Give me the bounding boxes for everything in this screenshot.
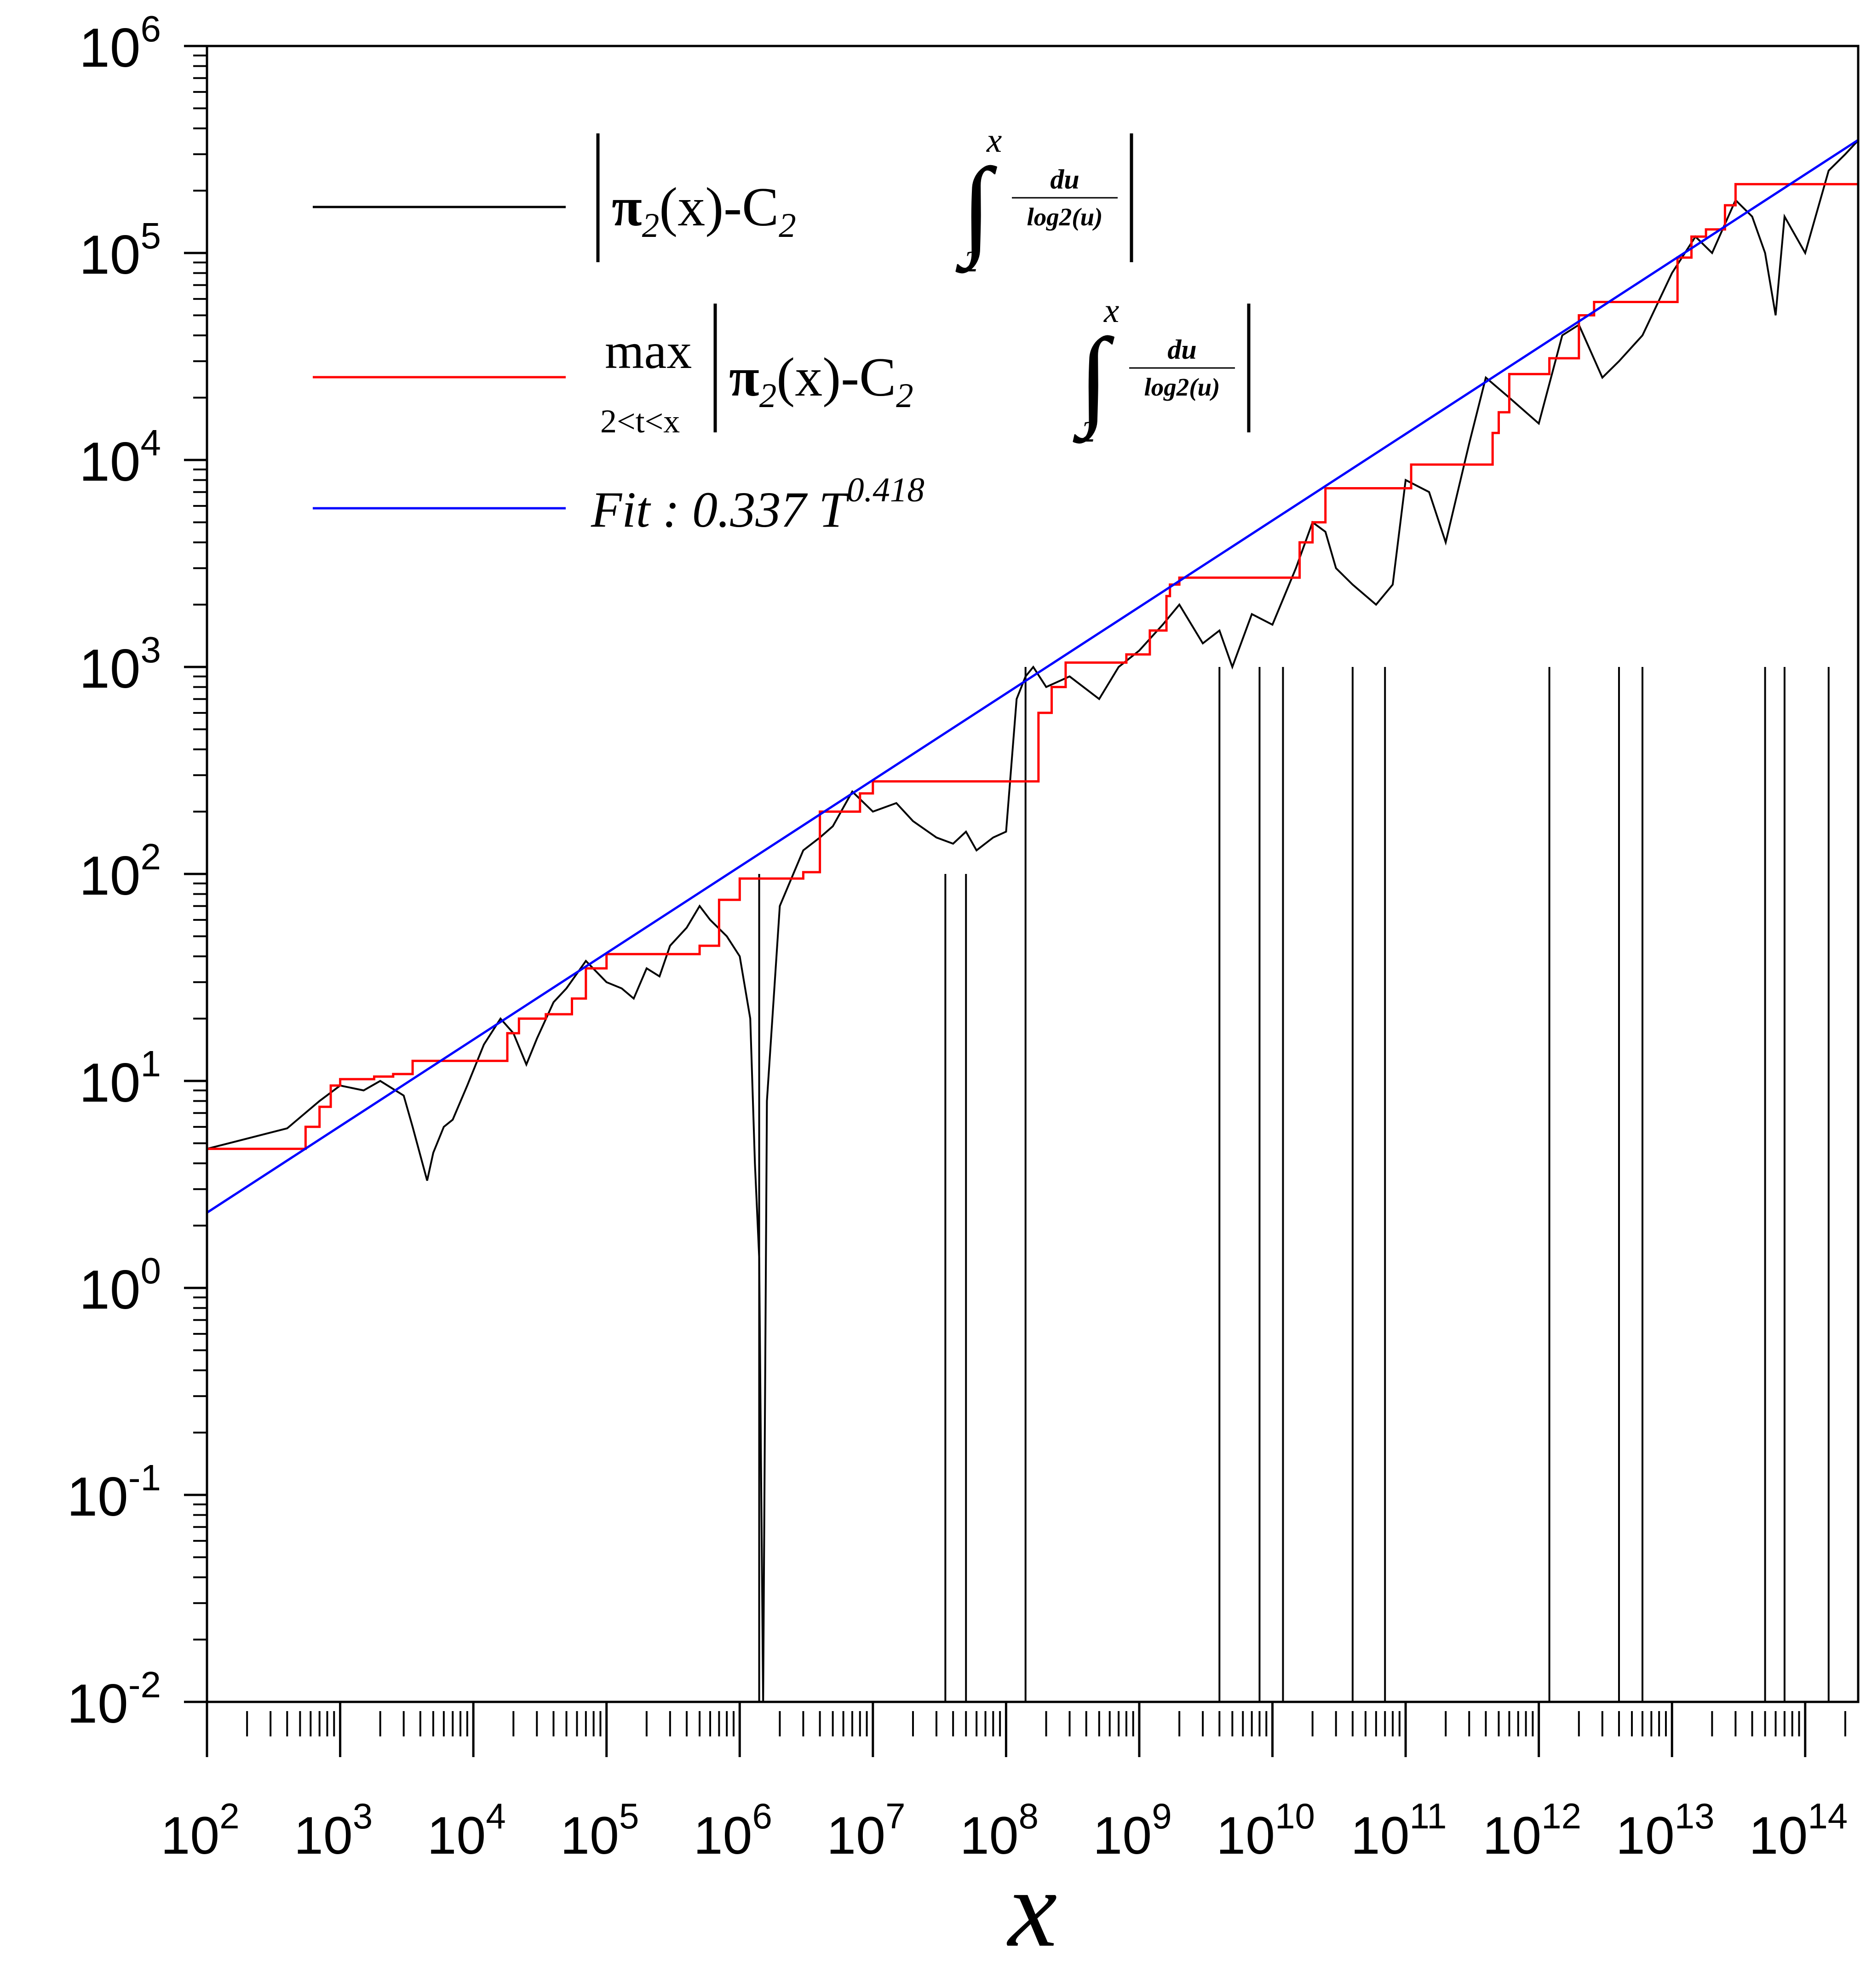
x-tick-label: 1010	[1216, 1796, 1315, 1865]
series-abs-error-line	[207, 139, 1858, 1702]
legend-max-label: max	[605, 323, 692, 379]
x-tick-label: 104	[427, 1796, 505, 1865]
legend-max-subscript: 2<t<x	[600, 403, 680, 440]
x-tick-label: 106	[694, 1796, 772, 1865]
legend-expression: π2(x)-C2	[612, 176, 796, 245]
legend-integral-lower: 2	[964, 245, 979, 278]
plot-series	[207, 138, 1858, 1702]
y-tick-label: 104	[79, 422, 161, 493]
axes: 10-2 10-1 100 101 102 103 104 105 106 102 103 104 10…	[67, 8, 1848, 1865]
y-tick-label: 10-1	[67, 1457, 161, 1528]
legend-fit-label: Fit : 0.337 T0.418	[591, 471, 924, 538]
y-tick-label: 105	[79, 215, 161, 286]
x-tick-label: 109	[1093, 1796, 1171, 1865]
series-fit-line	[207, 139, 1858, 1214]
legend-entry: max 2<t<x π2(x)-C2 ∫x 2 du log2(u)	[313, 292, 1251, 448]
legend-integral-upper: x	[986, 121, 1002, 160]
x-tick-label: 107	[827, 1796, 905, 1865]
legend-integral-sign: ∫	[1073, 316, 1114, 444]
x-tick-label: 1014	[1749, 1796, 1848, 1865]
legend-fraction-numerator: du	[1167, 334, 1196, 365]
y-tick-label: 102	[79, 836, 161, 907]
x-tick-label: 1012	[1482, 1796, 1581, 1865]
x-tick-label: 1011	[1351, 1796, 1447, 1865]
x-tick-label: 1013	[1616, 1796, 1715, 1865]
series-running-max-line	[207, 138, 1858, 1150]
legend-fraction-numerator: du	[1050, 164, 1079, 195]
y-tick-label: 103	[79, 629, 161, 700]
legend-integral-sign: ∫	[955, 145, 997, 274]
legend-fraction-denominator: log2(u)	[1144, 373, 1220, 401]
legend-fraction-denominator: log2(u)	[1027, 203, 1103, 231]
y-tick-label: 106	[79, 8, 161, 79]
legend-entry: π2(x)-C2 ∫x 2 du log2(u)	[313, 121, 1133, 278]
legend-entry: Fit : 0.337 T0.418	[313, 471, 924, 538]
x-tick-label: 103	[294, 1796, 373, 1865]
legend-integral-upper: x	[1103, 292, 1119, 330]
y-tick-label: 10-2	[67, 1664, 161, 1735]
x-tick-label: 108	[960, 1796, 1039, 1865]
y-tick-label: 101	[79, 1043, 161, 1114]
x-tick-label: 105	[560, 1796, 639, 1865]
legend-integral-lower: 2	[1081, 415, 1096, 448]
x-tick-label: 102	[161, 1796, 239, 1865]
legend-expression: π2(x)-C2	[729, 346, 913, 415]
x-axis-label: x	[1007, 1847, 1057, 1970]
y-tick-label: 100	[79, 1250, 161, 1321]
